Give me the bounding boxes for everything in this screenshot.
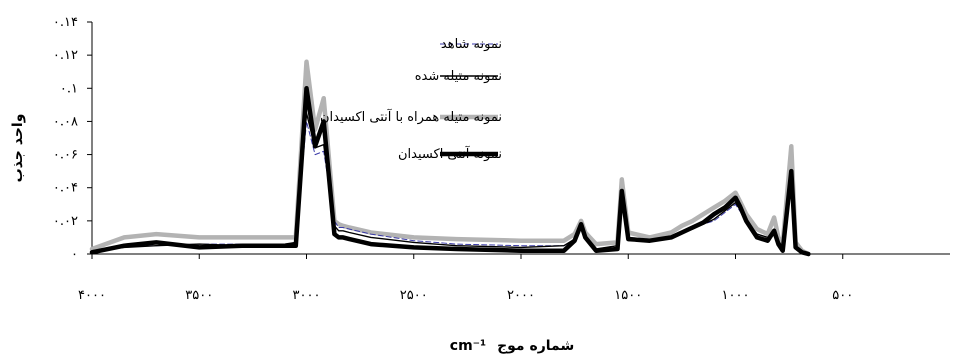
legend-label: نمونه آنتی اکسیدان [398, 145, 502, 162]
y-tick-label: ۰.۰۲ [53, 214, 78, 229]
x-axis-label-unit: cm⁻¹ [450, 338, 486, 354]
series-line-3 [89, 86, 811, 257]
legend-label: نمونه متیله همراه با آنتی اکسیدان [320, 108, 502, 125]
y-tick-label: ۰.۱۲ [53, 48, 78, 63]
y-tick-label: ۰.۱۴ [53, 15, 78, 30]
x-tick-label: ۱۰۰۰ [722, 288, 750, 303]
x-tick-label: ۲۰۰۰ [507, 288, 535, 303]
y-axis-label: واحد جذب [10, 114, 26, 183]
axes: ۰ ۰.۰۲ ۰.۰۴ ۰.۰۶ ۰.۰۸ ۰.۱ ۰.۱۲ ۰.۱۴ ۴۰۰۰ ۳۵۰۰ ۳۰۰۰… [53, 15, 950, 303]
y-tick-label: ۰.۱ [60, 81, 78, 96]
series-line-2 [89, 59, 811, 257]
x-axis-label: cm⁻¹ شماره موج [450, 338, 574, 354]
x-tick-label: ۱۵۰۰ [614, 288, 642, 303]
x-tick-label: ۵۰۰ [832, 288, 853, 303]
y-tick-label: ۰.۰۶ [53, 148, 78, 163]
x-axis-label-text: شماره موج [497, 338, 574, 354]
y-tick-label: ۰ [71, 247, 78, 262]
x-tick-label: ۴۰۰۰ [78, 288, 106, 303]
legend-label: نمونه متیله شده [415, 69, 502, 84]
x-tick-label: ۲۵۰۰ [400, 288, 428, 303]
series-line-1 [91, 112, 810, 255]
series-line-0 [91, 120, 809, 255]
legend-label: نمونه شاهد [441, 37, 502, 52]
legend: نمونه شاهد نمونه متیله شده نمونه متیله همر… [320, 37, 502, 162]
y-tick-label: ۰.۰۸ [53, 114, 78, 129]
series-lines [89, 59, 811, 257]
y-tick-label: ۰.۰۴ [53, 181, 78, 196]
x-tick-label: ۳۰۰۰ [293, 288, 321, 303]
x-tick-label: ۳۵۰۰ [185, 288, 213, 303]
axis-labels: واحد جذب cm⁻¹ شماره موج [10, 114, 574, 354]
